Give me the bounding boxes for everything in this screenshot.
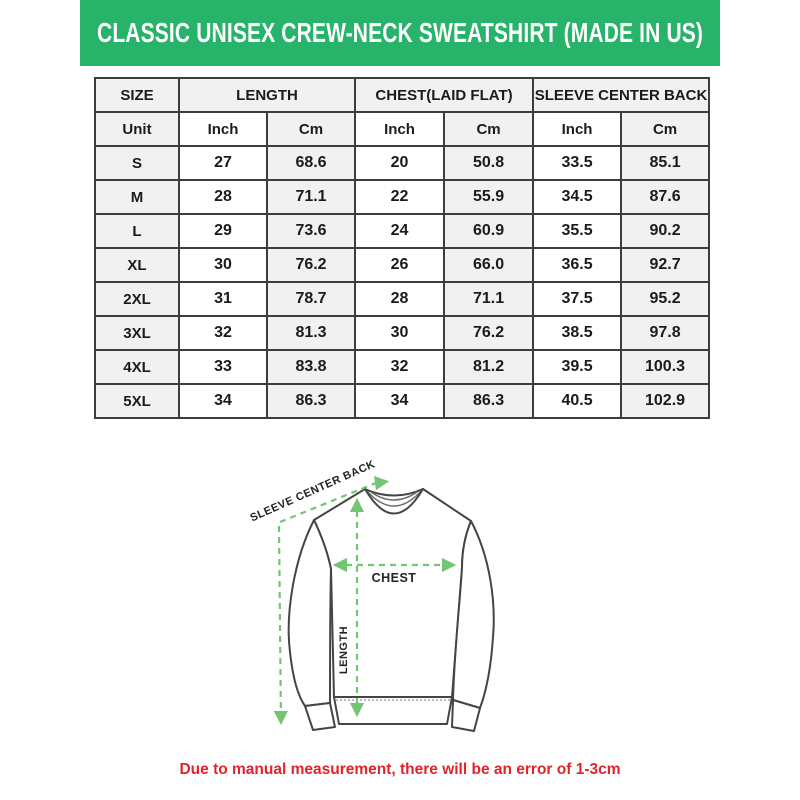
unit-cell: Unit — [94, 111, 180, 147]
length-inch-cell: 31 — [178, 281, 268, 317]
sleeve-inch-cell: 33.5 — [532, 145, 623, 181]
length-cm-cell: 68.6 — [265, 145, 357, 181]
table-row: 3XL 32 81.3 30 76.2 38.5 97.8 — [94, 315, 711, 351]
length-inch-cell: 32 — [178, 315, 268, 351]
table-row: 2XL 31 78.7 28 71.1 37.5 95.2 — [94, 281, 711, 317]
table-row: M 28 71.1 22 55.9 34.5 87.6 — [94, 179, 711, 215]
size-table: SIZE LENGTH CHEST(LAID FLAT) SLEEVE CENT… — [94, 77, 711, 419]
unit-cell: Cm — [265, 111, 357, 147]
length-inch-cell: 34 — [178, 383, 268, 419]
size-cell: M — [94, 179, 180, 215]
hem-band — [333, 696, 453, 725]
chest-inch-cell: 26 — [354, 247, 446, 283]
chest-cm-cell: 81.2 — [443, 349, 535, 385]
sleeve-cm-cell: 85.1 — [620, 145, 711, 181]
collar-mid-line — [365, 489, 423, 507]
right-cuff — [451, 699, 481, 732]
length-cm-cell: 73.6 — [265, 213, 357, 249]
chest-cm-cell: 71.1 — [443, 281, 535, 317]
chest-cm-cell: 60.9 — [443, 213, 535, 249]
size-cell: XL — [94, 247, 180, 283]
table-row: XL 30 76.2 26 66.0 36.5 92.7 — [94, 247, 711, 283]
sleeve-inch-cell: 39.5 — [532, 349, 623, 385]
length-cm-cell: 78.7 — [265, 281, 357, 317]
unit-cell: Inch — [532, 111, 623, 147]
length-cm-cell: 76.2 — [265, 247, 357, 283]
size-cell: L — [94, 213, 180, 249]
chest-inch-cell: 32 — [354, 349, 446, 385]
col-header-size: SIZE — [94, 77, 180, 113]
sleeve-cm-cell: 95.2 — [620, 281, 711, 317]
chest-inch-cell: 34 — [354, 383, 446, 419]
chest-cm-cell: 76.2 — [443, 315, 535, 351]
chest-cm-cell: 86.3 — [443, 383, 535, 419]
size-cell: 4XL — [94, 349, 180, 385]
sleeve-cm-cell: 90.2 — [620, 213, 711, 249]
page-title: CLASSIC UNISEX CREW-NECK SWEATSHIRT (MAD… — [96, 17, 704, 48]
unit-cell: Inch — [178, 111, 268, 147]
sweatshirt-measurement-diagram: SLEEVE CENTER BACK CHEST LENGTH — [240, 452, 570, 767]
length-inch-cell: 30 — [178, 247, 268, 283]
table-row: L 29 73.6 24 60.9 35.5 90.2 — [94, 213, 711, 249]
chest-label: CHEST — [372, 571, 417, 585]
size-cell: S — [94, 145, 180, 181]
sleeve-center-back-arrow-vertical — [273, 525, 289, 726]
table-body: S 27 68.6 20 50.8 33.5 85.1 M 28 71.1 22… — [94, 145, 711, 419]
table-header-row: SIZE LENGTH CHEST(LAID FLAT) SLEEVE CENT… — [94, 77, 711, 113]
sleeve-cm-cell: 87.6 — [620, 179, 711, 215]
sweatshirt-diagram-svg: SLEEVE CENTER BACK CHEST LENGTH — [248, 458, 495, 732]
table-unit-row: Unit Inch Cm Inch Cm Inch Cm — [94, 111, 711, 147]
length-inch-cell: 28 — [178, 179, 268, 215]
size-cell: 3XL — [94, 315, 180, 351]
length-inch-cell: 27 — [178, 145, 268, 181]
sleeve-inch-cell: 34.5 — [532, 179, 623, 215]
sleeve-inch-cell: 40.5 — [532, 383, 623, 419]
table-row: S 27 68.6 20 50.8 33.5 85.1 — [94, 145, 711, 181]
chest-inch-cell: 24 — [354, 213, 446, 249]
sleeve-inch-cell: 36.5 — [532, 247, 623, 283]
sleeve-center-back-arrow-diagonal — [279, 476, 390, 524]
chest-inch-cell: 28 — [354, 281, 446, 317]
sleeve-cm-cell: 102.9 — [620, 383, 711, 419]
unit-cell: Cm — [620, 111, 711, 147]
sleeve-inch-cell: 37.5 — [532, 281, 623, 317]
chest-cm-cell: 55.9 — [443, 179, 535, 215]
length-label: LENGTH — [338, 626, 350, 674]
chest-inch-cell: 20 — [354, 145, 446, 181]
collar-back-line — [370, 491, 418, 501]
col-header-sleeve: SLEEVE CENTER BACK — [532, 77, 711, 113]
left-cuff — [304, 702, 336, 731]
length-cm-cell: 71.1 — [265, 179, 357, 215]
sleeve-cm-cell: 92.7 — [620, 247, 711, 283]
table-row: 5XL 34 86.3 34 86.3 40.5 102.9 — [94, 383, 711, 419]
unit-cell: Inch — [354, 111, 446, 147]
col-header-chest: CHEST(LAID FLAT) — [354, 77, 535, 113]
chest-cm-cell: 66.0 — [443, 247, 535, 283]
chest-inch-cell: 30 — [354, 315, 446, 351]
size-cell: 2XL — [94, 281, 180, 317]
col-header-length: LENGTH — [177, 77, 357, 113]
sleeve-cm-cell: 100.3 — [620, 349, 711, 385]
chest-inch-cell: 22 — [354, 179, 446, 215]
length-inch-cell: 33 — [178, 349, 268, 385]
sleeve-inch-cell: 35.5 — [532, 213, 623, 249]
length-cm-cell: 81.3 — [265, 315, 357, 351]
size-cell: 5XL — [94, 383, 180, 419]
measurement-error-note: Due to manual measurement, there will be… — [179, 761, 621, 778]
length-cm-cell: 83.8 — [265, 349, 357, 385]
collar-band-line — [364, 488, 424, 515]
chest-cm-cell: 50.8 — [443, 145, 535, 181]
table-row: 4XL 33 83.8 32 81.2 39.5 100.3 — [94, 349, 711, 385]
sleeve-cm-cell: 97.8 — [620, 315, 711, 351]
left-sleeve — [287, 519, 332, 707]
sleeve-inch-cell: 38.5 — [532, 315, 623, 351]
length-inch-cell: 29 — [178, 213, 268, 249]
unit-cell: Cm — [443, 111, 535, 147]
length-cm-cell: 86.3 — [265, 383, 357, 419]
title-banner: CLASSIC UNISEX CREW-NECK SWEATSHIRT (MAD… — [80, 0, 720, 66]
